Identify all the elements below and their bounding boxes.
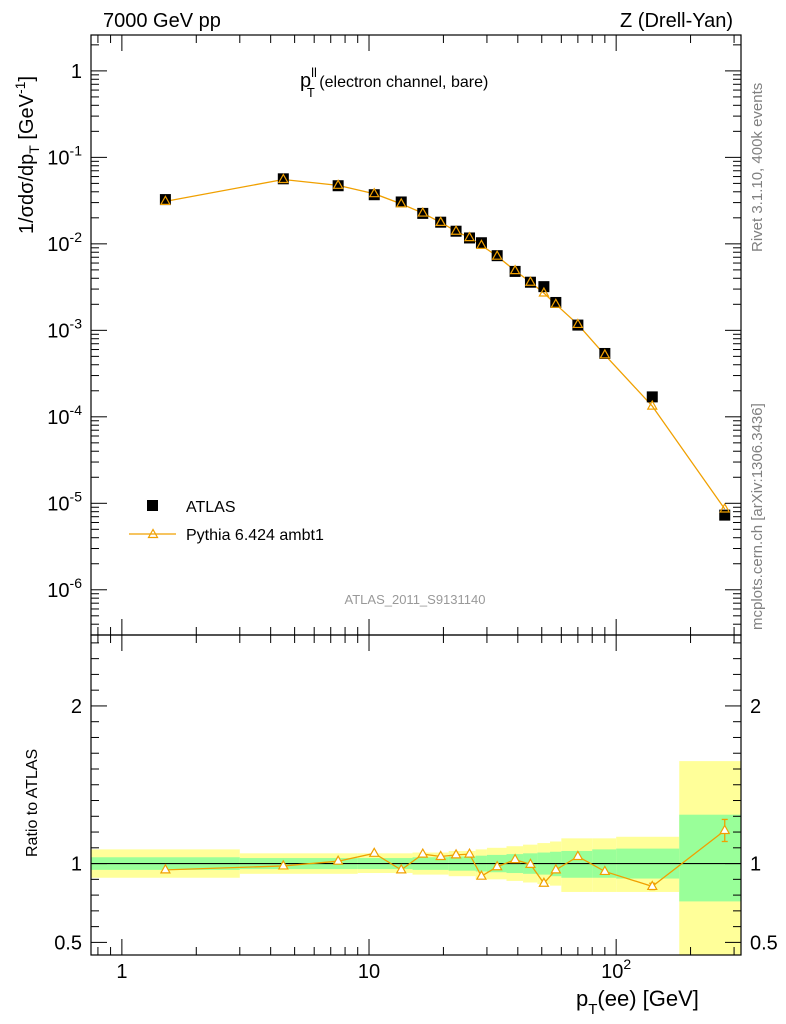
mc-point <box>450 224 462 235</box>
mc-point <box>599 348 611 359</box>
mc-point <box>395 197 407 208</box>
legend-label-atlas: ATLAS <box>186 499 236 516</box>
legend-label-pythia: Pythia 6.424 ambt1 <box>186 527 324 544</box>
ratio-frame <box>90 634 742 956</box>
ratio-point <box>277 859 289 870</box>
main-y-axis-label: 1/σdσ/dpT [GeV-1] <box>12 76 42 234</box>
ratio-point <box>646 880 658 891</box>
mc-point <box>646 399 658 410</box>
ratio-y-tick-label-right: 2 <box>750 696 761 718</box>
data-point <box>524 276 536 288</box>
mc-point <box>491 249 503 260</box>
ratio-point <box>572 850 584 861</box>
ratio-point <box>538 877 550 887</box>
main-frame <box>90 34 742 636</box>
header-right: Z (Drell-Yan) <box>620 10 733 32</box>
ratio-y-tick-label-right: 0.5 <box>750 932 778 954</box>
ratio-point <box>450 848 462 859</box>
mc-point <box>417 206 429 217</box>
data-point <box>599 347 611 359</box>
x-axis-label: pT(ee) [GeV] <box>576 986 699 1018</box>
ratio-panel: 1 10 102 0.5 0.5 1 1 2 2 <box>54 634 778 983</box>
data-point <box>491 250 503 262</box>
analysis-id-label: ATLAS_2011_S9131140 <box>345 592 486 607</box>
data-point <box>332 180 344 192</box>
mc-point <box>509 264 521 275</box>
ratio-y-tick-label-right: 1 <box>750 854 761 876</box>
ratio-y-axis-label: Ratio to ATLAS <box>24 749 41 857</box>
main-y-tick-label: 10-5 <box>47 488 82 515</box>
ratio-point <box>435 850 447 861</box>
mc-point <box>538 286 550 297</box>
mc-point <box>463 231 476 242</box>
mc-series-line <box>165 178 726 510</box>
main-y-tick-label: 10-2 <box>47 229 82 256</box>
main-y-tick-label: 10-6 <box>47 575 82 602</box>
main-y-tick-label: 10-1 <box>47 142 82 169</box>
mcplots-note: mcplots.cern.ch [arXiv:1306.3436] <box>749 403 766 630</box>
rivet-version-note: Rivet 3.1.10, 400k events <box>749 83 766 252</box>
data-point <box>550 296 562 308</box>
legend: ATLAS Pythia 6.424 ambt1 <box>129 499 324 544</box>
ratio-point <box>509 853 521 864</box>
mc-point <box>550 298 562 308</box>
data-point <box>463 232 475 244</box>
data-point <box>572 319 584 331</box>
ratio-point <box>524 858 536 868</box>
data-point <box>417 207 429 219</box>
mc-point <box>332 179 344 189</box>
data-point <box>277 173 289 185</box>
mc-point <box>524 276 536 286</box>
ratio-y-tick-label-left: 2 <box>71 696 82 718</box>
ratio-point <box>719 824 731 835</box>
mc-point <box>277 173 289 184</box>
ratio-y-tick-label-left: 1 <box>71 854 82 876</box>
ratio-point <box>417 847 429 858</box>
mc-point <box>159 195 171 205</box>
header-left: 7000 GeV pp <box>103 10 221 32</box>
x-tick-label: 1 <box>116 961 127 983</box>
ratio-point <box>475 869 487 880</box>
main-panel: 1 10-1 10-2 10-3 10-4 10-5 10-6 <box>47 34 742 636</box>
ratio-point <box>159 863 171 874</box>
ratio-y-tick-label-left: 0.5 <box>54 932 82 954</box>
x-tick-label: 10 <box>358 961 380 983</box>
main-y-tick-label: 10-4 <box>47 402 82 429</box>
mc-point <box>475 239 487 249</box>
main-y-tick-label: 10-3 <box>47 315 82 342</box>
data-point <box>475 237 487 249</box>
data-point <box>450 225 462 237</box>
legend-marker-pythia <box>147 528 159 539</box>
x-tick-label: 102 <box>601 956 631 983</box>
data-point <box>646 391 658 403</box>
mc-point <box>572 318 584 329</box>
mc-point <box>435 216 447 227</box>
mc-point <box>719 502 731 513</box>
ratio-point <box>395 863 407 874</box>
mc-point <box>368 187 380 198</box>
data-point <box>719 509 731 521</box>
data-point <box>395 196 407 208</box>
data-point <box>159 194 171 206</box>
ratio-point <box>550 863 562 874</box>
data-point <box>368 189 380 201</box>
plot-title: pll T (electron channel, bare) <box>300 65 488 100</box>
data-point <box>435 216 447 228</box>
ratio-point <box>463 847 476 858</box>
main-y-tick-label: 1 <box>71 61 82 83</box>
ratio-point <box>491 860 503 871</box>
ratio-point <box>368 847 380 857</box>
ratio-point <box>332 854 344 865</box>
ratio-point <box>599 865 611 876</box>
data-point <box>509 265 521 277</box>
legend-marker-atlas <box>147 500 158 511</box>
data-point <box>538 281 550 293</box>
